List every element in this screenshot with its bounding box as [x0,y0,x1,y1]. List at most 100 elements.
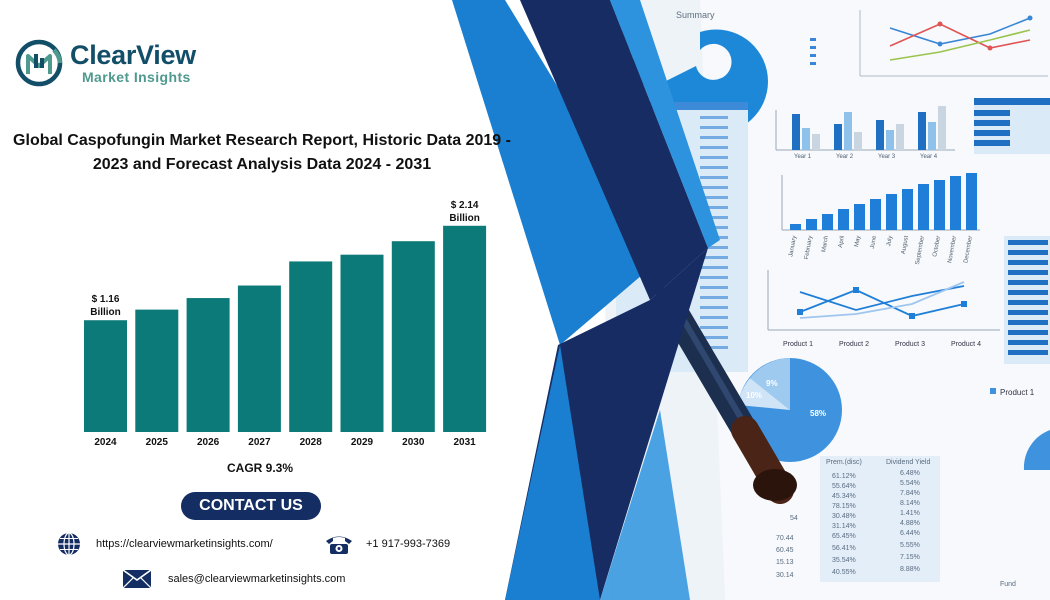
bottom-blue-wedge [505,345,600,600]
bg-table-cell: 1.41% [900,510,920,517]
market-bar-chart: 2024 2025 2026 2027 2028 2029 2030 2031 $ 1.16 Bi… [84,200,487,448]
bg-quarter-2: Year 2 [836,154,854,160]
bg-legend-label: Product 1 [1000,388,1035,397]
bg-table-cell: 6.44% [900,530,920,537]
bg-table-cell: 7.15% [900,554,920,561]
report-title-line-2: 2023 and Forecast Analysis Data 2024 - 2… [92,156,432,173]
bg-fund-label: Fund [1000,581,1016,588]
bg-product-3: Product 3 [895,341,925,348]
background-product-chart: Product 1 Product 2 Product 3 Product 4 [767,270,1000,348]
data-label-2024-1: $ 1.16 [92,294,120,305]
bg-table-cell: 65.45% [832,533,856,540]
report-title: Global Caspofungin Market Research Repor… [0,129,524,177]
bg-product-4: Product 4 [951,341,981,348]
x-tick-2029: 2029 [351,437,374,448]
bg-quarter-3: Year 3 [878,154,896,160]
bg-month-5: May [854,235,862,247]
report-title-line-1: Global Caspofungin Market Research Repor… [13,132,511,149]
brand-name: ClearView [70,40,196,70]
logo-mark-icon [15,39,63,87]
background-bottom-table: Prem.(disc) Dividend Yield 61.12% 6.48% 5… [776,456,1016,588]
bg-month-7: July [886,235,894,247]
bar-2030 [391,241,435,432]
bg-month-8: August [901,235,910,255]
bg-table-cell: 5.54% [900,480,920,487]
bg-month-6: June [870,235,878,250]
bg-pie-label-2: 10% [746,391,762,400]
x-tick-2028: 2028 [300,437,323,448]
bg-table-cell: 78.15% [832,503,856,510]
bg-month-4: April [838,235,846,248]
bg-row-number: 54 [790,515,798,522]
bar-2029 [340,254,384,432]
pen-decoration [655,287,797,504]
bg-table-cell: 56.41% [832,545,856,552]
bg-table-cell: 61.12% [832,473,856,480]
bg-quarter-4: Year 4 [920,154,938,160]
bg-month-9: September [915,235,926,265]
bg-table-cell: 5.55% [900,542,920,549]
x-tick-2024: 2024 [94,437,117,448]
x-tick-2025: 2025 [146,437,169,448]
bg-month-2: February [804,235,814,260]
bg-row-number: 30.14 [776,572,794,579]
bg-table-cell: 7.84% [900,490,920,497]
email-link[interactable]: sales@clearviewmarketinsights.com [168,573,346,585]
bg-row-number: 60.45 [776,547,794,554]
cagr-label: CAGR 9.3% [226,461,294,475]
x-tick-2026: 2026 [197,437,220,448]
bg-table-cell: 4.88% [900,520,920,527]
phone-icon [326,536,352,554]
x-tick-2027: 2027 [248,437,271,448]
light-blue-chevron [610,0,720,248]
bg-month-11: November [947,235,958,263]
background-fund-column [1004,236,1050,364]
bg-table-cell: 8.88% [900,566,920,573]
bar-2031 [443,225,487,432]
background-line-chart [810,10,1048,77]
bg-table-cell: 40.55% [832,569,856,576]
background-grouped-bars: Year 1 Year 2 Year 3 Year 4 [775,106,955,160]
mail-icon [123,570,151,588]
data-label-2031-2: Billion [449,213,480,224]
bar-2028 [289,261,333,432]
globe-icon [58,532,80,556]
light-blue-stripe [452,0,662,345]
x-tick-2031: 2031 [453,437,476,448]
bg-table-cell: 55.64% [832,483,856,490]
bg-product-1: Product 1 [783,341,813,348]
contact-us-button[interactable]: CONTACT US [181,492,321,520]
background-monthly-bars: January February March April May June Ju… [781,173,980,265]
bg-table-head-2: Dividend Yield [886,459,930,466]
bg-table-cell: 6.48% [900,470,920,477]
bg-row-number: 15.13 [776,559,794,566]
summary-label: Summary [676,10,715,20]
bg-table-cell: 30.48% [832,513,856,520]
website-link[interactable]: https://clearviewmarketinsights.com/ [96,538,273,550]
background-fund-table [974,98,1050,154]
bg-table-cell: 31.14% [832,523,856,530]
data-label-2031-1: $ 2.14 [451,200,479,211]
bg-table-cell: 8.14% [900,500,920,507]
bg-quarter-1: Year 1 [794,154,812,160]
bottom-light-wedge [600,410,690,600]
bg-table-cell: 35.54% [832,557,856,564]
bg-month-12: December [963,235,974,263]
brand-tagline: Market Insights [82,69,191,85]
bg-pie-label-3: 58% [810,409,826,418]
bg-month-1: January [788,235,798,257]
bar-2026 [186,298,230,432]
bar-2024 [84,320,127,432]
bg-month-3: March [821,235,830,252]
phone-number[interactable]: +1 917-993-7369 [366,538,451,550]
bg-row-number: 70.44 [776,535,794,542]
bg-pie-label-1: 9% [766,379,778,388]
bar-2027 [237,285,281,432]
data-label-2024-2: Billion [90,307,121,318]
x-tick-2030: 2030 [402,437,425,448]
bg-table-cell: 45.34% [832,493,856,500]
brand-logo[interactable]: ClearView Market Insights [14,38,214,90]
navy-chevron-top [520,0,708,300]
bar-2025 [135,309,179,432]
bg-month-10: October [932,235,942,257]
